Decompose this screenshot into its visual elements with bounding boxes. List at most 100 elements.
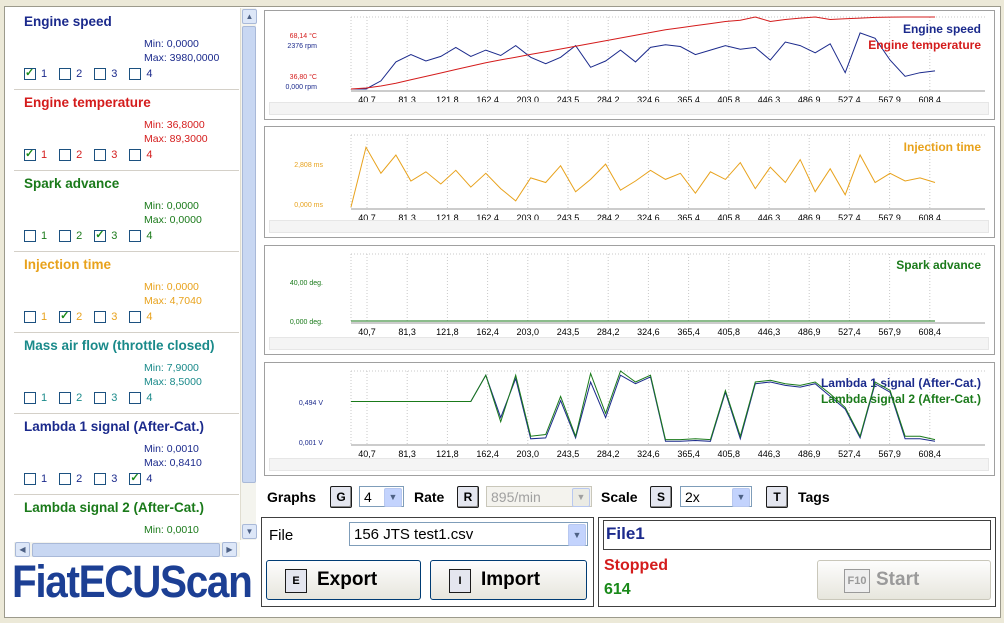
param-title: Mass air flow (throttle closed) xyxy=(24,338,215,353)
graph-checkbox-4[interactable]: 4 xyxy=(129,230,153,242)
graph-checkbox-4[interactable]: 4 xyxy=(129,392,153,404)
rate-key: R xyxy=(457,486,479,508)
tags-label[interactable]: Tags xyxy=(798,489,830,505)
graph-checkbox-1[interactable]: 1 xyxy=(24,66,47,80)
checkbox-label: 4 xyxy=(146,473,153,485)
x-tick-label: 527,4 xyxy=(838,449,861,459)
chart-lambda: 40,7 81,3 121,8 162,4 203,0 243,5 284,2 324,6 36… xyxy=(264,362,995,476)
checkbox-box[interactable] xyxy=(24,147,36,161)
graph-checkbox-3[interactable]: 3 xyxy=(94,149,117,161)
graph-checkbox-3[interactable]: 3 xyxy=(94,68,117,80)
chevron-down-icon[interactable]: ▼ xyxy=(384,488,402,507)
checkbox-box[interactable] xyxy=(59,473,72,485)
param-max: Max: 8,5000 xyxy=(144,376,202,388)
y-axis-label: 0,000 ms xyxy=(294,202,323,209)
checkbox-box[interactable] xyxy=(94,392,107,404)
chart-scrollbar[interactable] xyxy=(269,458,989,471)
scale-select[interactable]: 2x ▼ xyxy=(680,486,752,507)
file-select[interactable]: 156 JTS test1.csv ▼ xyxy=(349,522,588,546)
scroll-down-button[interactable]: ▼ xyxy=(242,524,257,539)
checkbox-box[interactable] xyxy=(59,392,72,404)
checkbox-box[interactable] xyxy=(59,68,72,80)
tags-key[interactable]: T xyxy=(766,486,788,508)
checkbox-box[interactable] xyxy=(94,68,107,80)
checkbox-box[interactable] xyxy=(129,392,142,404)
checkbox-box[interactable] xyxy=(94,228,107,242)
graph-checkbox-3[interactable]: 3 xyxy=(94,311,117,323)
checkbox-box[interactable] xyxy=(24,230,36,242)
status-state: Stopped xyxy=(604,557,668,574)
graph-checkbox-2[interactable]: 2 xyxy=(59,68,82,80)
export-button[interactable]: E Export xyxy=(266,560,421,600)
graph-checkbox-2[interactable]: 2 xyxy=(59,309,82,323)
checkbox-box[interactable] xyxy=(59,230,72,242)
graph-checkbox-3[interactable]: 3 xyxy=(94,228,117,242)
graph-checkbox-4[interactable]: 4 xyxy=(129,68,153,80)
graph-checkbox-1[interactable]: 1 xyxy=(24,311,47,323)
graph-checkbox-1[interactable]: 1 xyxy=(24,473,47,485)
scroll-left-button[interactable]: ◀ xyxy=(15,542,30,557)
graph-checkbox-1[interactable]: 1 xyxy=(24,392,47,404)
checkbox-box[interactable] xyxy=(129,471,142,485)
x-tick-label: 81,3 xyxy=(398,95,416,105)
graph-checkbox-3[interactable]: 3 xyxy=(94,392,117,404)
checkbox-label: 4 xyxy=(146,392,153,404)
y-axis-label: 2376 rpm xyxy=(287,43,317,50)
checkbox-box[interactable] xyxy=(24,66,36,80)
checkbox-box[interactable] xyxy=(94,473,107,485)
sidebar-horizontal-scrollbar[interactable]: ◀ ▶ xyxy=(14,542,240,557)
x-tick-label: 121,8 xyxy=(436,449,459,459)
x-tick-label: 40,7 xyxy=(358,95,376,105)
graph-checkbox-2[interactable]: 2 xyxy=(59,149,82,161)
checkbox-label: 3 xyxy=(111,149,118,161)
param-item: Engine speed Min: 0,0000 Max: 3980,0000 1 2 3… xyxy=(14,8,239,90)
checkbox-label: 2 xyxy=(76,473,83,485)
checkbox-box[interactable] xyxy=(59,149,72,161)
graph-checkbox-4[interactable]: 4 xyxy=(129,471,153,485)
checkbox-box[interactable] xyxy=(24,473,36,485)
sidebar-vertical-scrollbar[interactable]: ▲ ▼ xyxy=(240,8,257,540)
checkbox-box[interactable] xyxy=(94,149,107,161)
checkbox-box[interactable] xyxy=(59,309,72,323)
chart-scrollbar[interactable] xyxy=(269,102,989,115)
series-legend-label: Lambda 1 signal (After-Cat.) xyxy=(821,376,981,390)
scroll-up-button[interactable]: ▲ xyxy=(242,9,257,24)
parameter-list[interactable]: Engine speed Min: 0,0000 Max: 3980,0000 1 2 3… xyxy=(14,8,239,540)
series-legend-label: Injection time xyxy=(904,140,982,154)
status-name: File1 xyxy=(606,524,645,543)
checkbox-label: 1 xyxy=(41,473,48,485)
checkbox-box[interactable] xyxy=(129,149,142,161)
chevron-down-icon[interactable]: ▼ xyxy=(732,488,750,507)
scroll-thumb[interactable] xyxy=(242,26,256,483)
graphs-select[interactable]: 4 ▼ xyxy=(359,486,404,507)
series-legend-label: Engine temperature xyxy=(868,38,981,52)
scroll-right-button[interactable]: ▶ xyxy=(222,542,237,557)
checkbox-box[interactable] xyxy=(129,68,142,80)
import-button[interactable]: I Import xyxy=(430,560,587,600)
checkbox-box[interactable] xyxy=(94,311,107,323)
param-max: Max: 89,3000 xyxy=(144,133,208,145)
chevron-down-icon[interactable]: ▼ xyxy=(568,524,586,546)
chart-scrollbar[interactable] xyxy=(269,220,989,233)
checkbox-box[interactable] xyxy=(129,230,142,242)
checkbox-box[interactable] xyxy=(129,311,142,323)
checkbox-label: 3 xyxy=(111,68,118,80)
graph-checkbox-4[interactable]: 4 xyxy=(129,149,153,161)
param-max: Max: 0,0000 xyxy=(144,214,202,226)
import-label: Import xyxy=(481,569,541,590)
x-tick-label: 567,9 xyxy=(878,449,901,459)
checkbox-box[interactable] xyxy=(24,311,36,323)
graph-checkbox-1[interactable]: 1 xyxy=(24,147,47,161)
chart-scrollbar[interactable] xyxy=(269,337,989,350)
chevron-down-icon: ▼ xyxy=(572,488,590,507)
checkbox-box[interactable] xyxy=(24,392,36,404)
graph-checkbox-3[interactable]: 3 xyxy=(94,473,117,485)
h-scroll-thumb[interactable] xyxy=(32,543,220,557)
graph-checkbox-4[interactable]: 4 xyxy=(129,311,153,323)
checkbox-label: 1 xyxy=(41,392,48,404)
graph-checkbox-2[interactable]: 2 xyxy=(59,230,82,242)
graph-checkbox-1[interactable]: 1 xyxy=(24,230,47,242)
graph-checkbox-2[interactable]: 2 xyxy=(59,392,82,404)
graph-checkbox-2[interactable]: 2 xyxy=(59,473,82,485)
x-tick-label: 243,5 xyxy=(557,327,580,337)
